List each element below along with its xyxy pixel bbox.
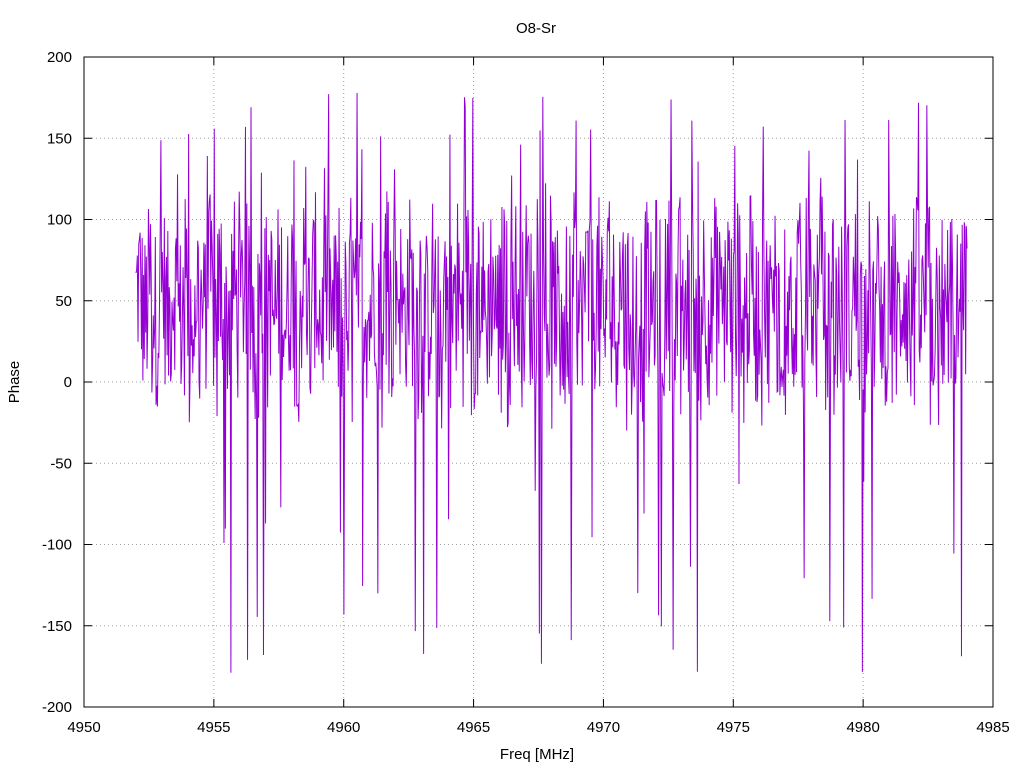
x-tick-label: 4960	[327, 719, 360, 736]
x-tick-label: 4955	[197, 719, 230, 736]
x-tick-label: 4980	[846, 719, 879, 736]
x-tick-label: 4950	[67, 719, 100, 736]
y-tick-label: 50	[55, 293, 72, 310]
y-tick-label: 200	[47, 49, 72, 66]
y-tick-label: 150	[47, 130, 72, 147]
y-tick-label: -150	[42, 618, 72, 635]
chart-title: O8-Sr	[516, 20, 556, 37]
x-tick-label: 4970	[587, 719, 620, 736]
series-line-phase	[135, 92, 968, 673]
y-tick-label: 0	[64, 374, 72, 391]
x-tick-label: 4975	[717, 719, 750, 736]
y-tick-label: -200	[42, 699, 72, 716]
y-tick-label: -50	[50, 455, 72, 472]
x-tick-label: 4965	[457, 719, 490, 736]
y-axis-label: Phase	[6, 361, 23, 404]
y-tick-label: 100	[47, 212, 72, 229]
axis-ticks: 4950 4955 4960 4965 4970 4975 4980 4985 -200 -150…	[42, 49, 1010, 736]
x-tick-label: 4985	[976, 719, 1009, 736]
y-tick-label: -100	[42, 537, 72, 554]
x-axis-label: Freq [MHz]	[500, 746, 574, 763]
series-layer	[135, 92, 968, 673]
